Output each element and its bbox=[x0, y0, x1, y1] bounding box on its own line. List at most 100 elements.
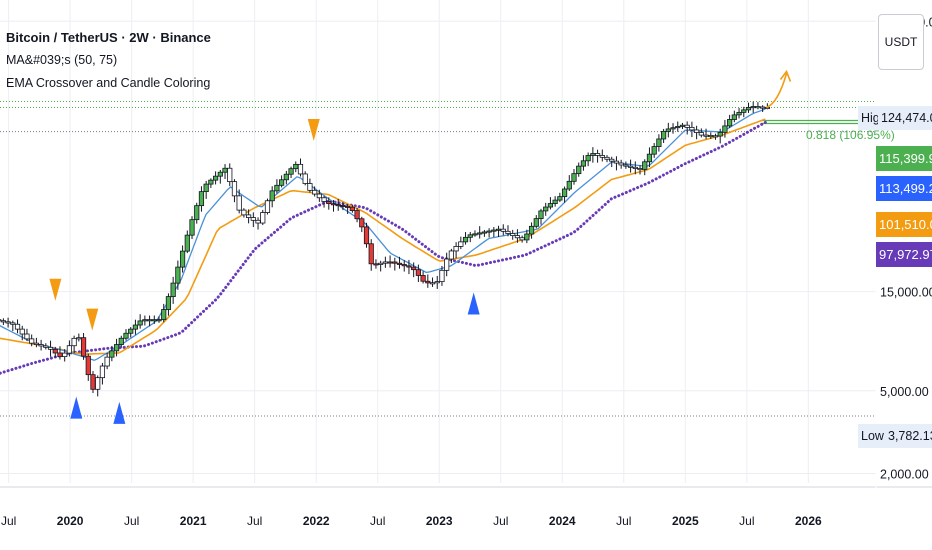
candle-body[interactable] bbox=[642, 161, 648, 170]
candle-body[interactable] bbox=[741, 109, 747, 113]
candle-body[interactable] bbox=[712, 135, 719, 138]
candle-body[interactable] bbox=[656, 138, 662, 147]
candle-body[interactable] bbox=[76, 337, 82, 340]
candle-body[interactable] bbox=[698, 132, 704, 136]
candle-body[interactable] bbox=[217, 171, 223, 177]
candle-body[interactable] bbox=[590, 153, 596, 156]
candle-body[interactable] bbox=[406, 265, 412, 268]
candle-body[interactable] bbox=[444, 258, 450, 271]
candle-body[interactable] bbox=[500, 228, 506, 232]
candle-body[interactable] bbox=[585, 155, 591, 162]
candle-body[interactable] bbox=[675, 126, 681, 129]
candle-body[interactable] bbox=[368, 243, 374, 265]
candle-body[interactable] bbox=[19, 328, 25, 335]
candle-body[interactable] bbox=[717, 131, 723, 137]
ma-indicator-label[interactable]: MA&#039;s (50, 75) bbox=[6, 53, 118, 67]
candle-body[interactable] bbox=[47, 346, 54, 350]
candle-body[interactable] bbox=[189, 219, 195, 236]
candle-body[interactable] bbox=[354, 210, 360, 220]
candle-body[interactable] bbox=[538, 210, 544, 220]
candle-body[interactable] bbox=[670, 127, 676, 130]
ema-indicator-label[interactable]: EMA Crossover and Candle Coloring bbox=[6, 76, 211, 90]
sell-signal-marker[interactable] bbox=[86, 308, 99, 331]
candle-body[interactable] bbox=[293, 163, 299, 170]
candle-body[interactable] bbox=[604, 156, 610, 160]
candle-body[interactable] bbox=[5, 321, 11, 324]
candle-body[interactable] bbox=[170, 282, 176, 297]
candle-body[interactable] bbox=[415, 269, 421, 276]
candle-body[interactable] bbox=[345, 205, 351, 208]
candle-body[interactable] bbox=[128, 328, 134, 334]
candle-body[interactable] bbox=[0, 320, 6, 323]
candle-body[interactable] bbox=[297, 163, 304, 175]
candle-body[interactable] bbox=[179, 250, 186, 268]
candle-body[interactable] bbox=[637, 168, 643, 171]
candle-body[interactable] bbox=[335, 204, 341, 207]
candle-body[interactable] bbox=[349, 206, 355, 211]
candle-body[interactable] bbox=[29, 338, 35, 344]
candle-body[interactable] bbox=[462, 236, 469, 243]
candle-body[interactable] bbox=[359, 218, 365, 228]
candle-body[interactable] bbox=[175, 266, 181, 284]
candle-body[interactable] bbox=[227, 167, 233, 183]
candle-body[interactable] bbox=[222, 167, 228, 173]
candle-body[interactable] bbox=[722, 125, 728, 133]
candle-body[interactable] bbox=[146, 319, 153, 322]
candle-body[interactable] bbox=[646, 153, 653, 163]
candle-body[interactable] bbox=[57, 352, 63, 358]
candle-body[interactable] bbox=[0, 319, 2, 322]
candle-body[interactable] bbox=[194, 205, 200, 221]
candle-body[interactable] bbox=[132, 324, 139, 330]
candle-body[interactable] bbox=[689, 126, 695, 131]
candle-body[interactable] bbox=[547, 203, 554, 208]
candle-body[interactable] bbox=[580, 160, 587, 167]
candle-body[interactable] bbox=[264, 200, 271, 213]
candle-body[interactable] bbox=[731, 114, 737, 120]
candle-body[interactable] bbox=[439, 269, 445, 283]
candle-body[interactable] bbox=[519, 237, 525, 241]
candle-body[interactable] bbox=[316, 193, 322, 199]
buy-signal-marker[interactable] bbox=[467, 292, 480, 315]
candle-body[interactable] bbox=[118, 337, 124, 345]
candle-body[interactable] bbox=[231, 181, 238, 197]
candle-body[interactable] bbox=[453, 246, 459, 252]
candle-body[interactable] bbox=[576, 165, 582, 175]
symbol-title[interactable]: Bitcoin / TetherUS · 2W · Binance bbox=[6, 30, 211, 45]
candle-body[interactable] bbox=[14, 323, 21, 330]
candle-body[interactable] bbox=[505, 230, 511, 234]
candle-body[interactable] bbox=[373, 263, 379, 266]
candle-body[interactable] bbox=[212, 175, 219, 181]
candle-body[interactable] bbox=[236, 195, 242, 211]
candle-body[interactable] bbox=[755, 106, 761, 109]
candle-body[interactable] bbox=[208, 179, 214, 185]
candle-body[interactable] bbox=[703, 134, 709, 137]
candle-body[interactable] bbox=[269, 190, 275, 202]
candle-body[interactable] bbox=[340, 205, 346, 208]
candle-body[interactable] bbox=[510, 233, 516, 237]
candle-body[interactable] bbox=[161, 309, 167, 321]
candle-body[interactable] bbox=[382, 261, 388, 264]
candle-body[interactable] bbox=[434, 281, 440, 284]
candle-body[interactable] bbox=[109, 350, 115, 358]
candle-body[interactable] bbox=[599, 155, 605, 158]
candle-body[interactable] bbox=[260, 212, 266, 224]
candle-body[interactable] bbox=[156, 319, 162, 322]
candle-body[interactable] bbox=[594, 153, 601, 156]
candle-body[interactable] bbox=[429, 282, 436, 285]
candle-body[interactable] bbox=[613, 160, 620, 164]
candle-body[interactable] bbox=[533, 218, 539, 227]
candle-body[interactable] bbox=[378, 262, 384, 265]
candle-body[interactable] bbox=[727, 119, 733, 127]
candle-body[interactable] bbox=[123, 332, 129, 339]
candle-body[interactable] bbox=[694, 129, 700, 133]
candle-body[interactable] bbox=[62, 352, 68, 358]
candle-body[interactable] bbox=[458, 241, 464, 247]
candle-body[interactable] bbox=[524, 233, 530, 241]
candle-body[interactable] bbox=[363, 226, 370, 245]
candle-body[interactable] bbox=[392, 261, 398, 264]
candle-body[interactable] bbox=[165, 296, 172, 310]
candle-body[interactable] bbox=[477, 232, 483, 235]
candle-body[interactable] bbox=[679, 124, 686, 127]
candle-body[interactable] bbox=[330, 203, 337, 206]
candle-body[interactable] bbox=[491, 229, 497, 232]
